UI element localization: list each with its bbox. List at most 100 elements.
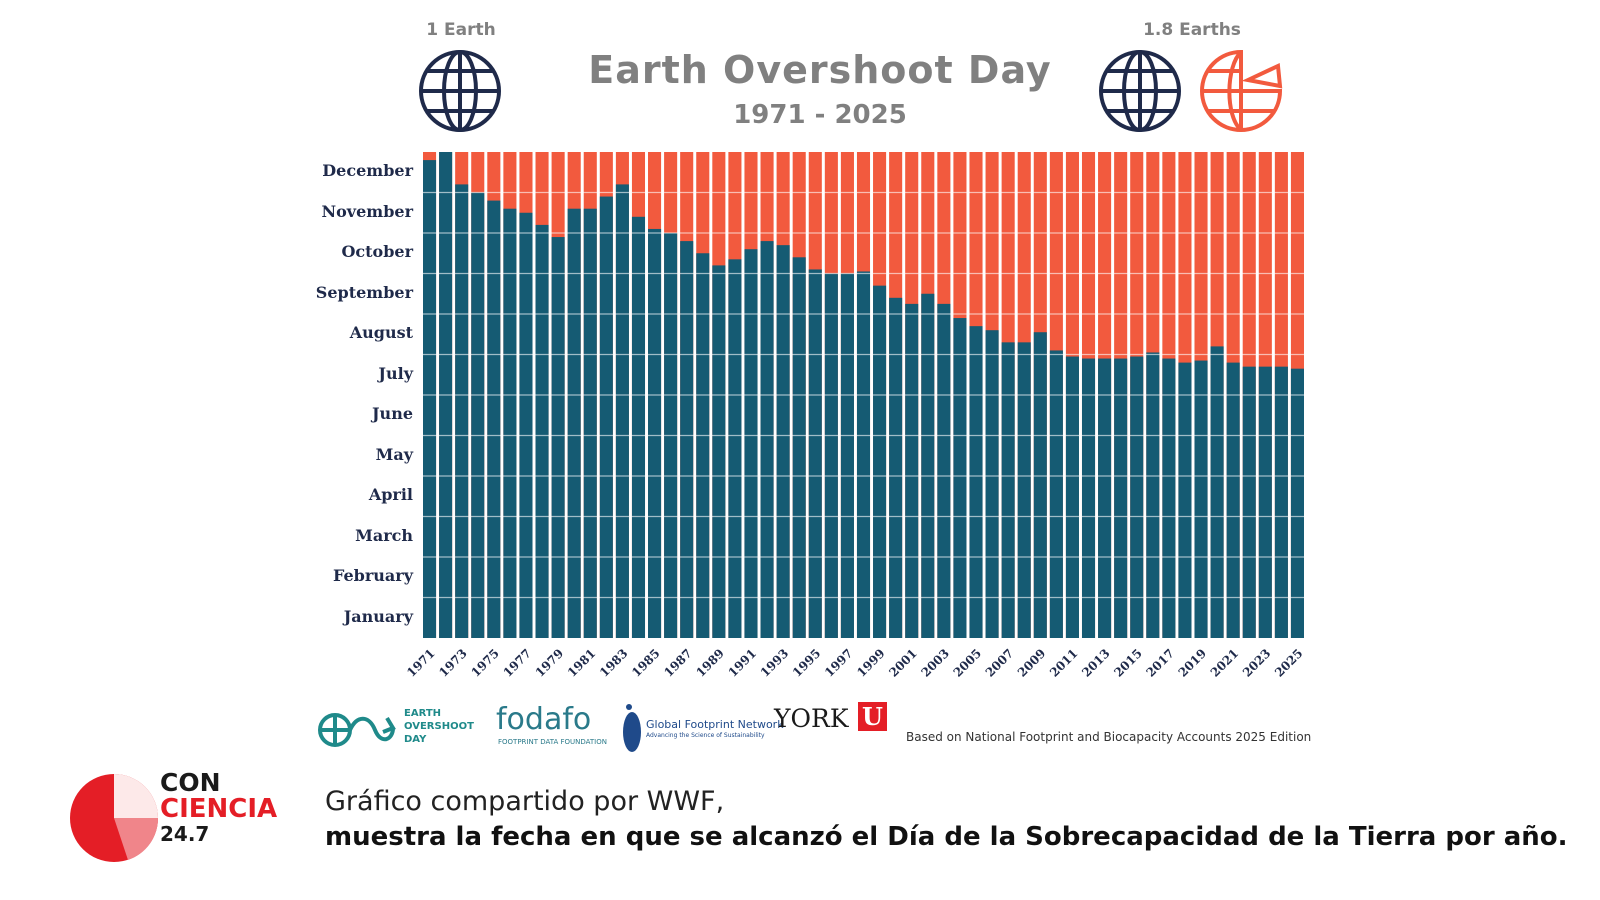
x-tick-label: 1975 [468,646,502,680]
bar-1971 [423,160,437,638]
bar-2005 [969,326,983,638]
bar-2020 [1210,346,1224,638]
eod-logo-line3: DAY [404,734,427,745]
bar-2000 [889,297,903,638]
x-tick-label: 2003 [918,646,952,680]
y-tick-label: October [341,242,413,262]
bar-1979 [551,237,565,639]
bar-1998 [856,271,871,638]
bar-2010 [1049,350,1063,638]
bar-2002 [921,293,935,638]
x-tick-label: 1999 [854,646,888,680]
bar-1987 [680,241,694,638]
x-tick-label: 1987 [661,646,695,680]
bar-1993 [776,245,790,638]
x-tick-label: 2011 [1047,646,1081,680]
y-tick-label: August [349,323,413,343]
x-tick-label: 1995 [790,646,824,680]
bar-2009 [1033,332,1047,638]
bar-1974 [471,192,485,638]
bar-1997 [840,273,854,638]
x-tick-label: 1979 [533,646,567,680]
bar-2006 [985,330,999,638]
bar-1980 [567,208,581,638]
x-tick-label: 1993 [758,646,792,680]
bar-1982 [599,196,613,639]
left-globe-label: 1 Earth [426,20,496,40]
bar-1988 [696,253,710,638]
x-tick-label: 2001 [886,646,920,680]
bar-1975 [487,200,501,638]
gfn-logo-subtitle: Advancing the Science of Sustainability [646,732,765,739]
bar-1995 [808,269,822,638]
y-tick-label: March [355,525,413,545]
bar-1991 [744,249,758,638]
bar-2001 [905,303,919,638]
bar-2003 [937,303,951,638]
x-tick-label: 2007 [983,646,1017,680]
y-tick-label: January [343,606,413,626]
overshoot-bar-chart: 1971197319751977197919811983198519871989… [404,152,1307,680]
y-tick-label: February [332,566,413,586]
bar-2022 [1242,366,1256,638]
bar-2017 [1162,358,1176,638]
caption-line2: muestra la fecha en que se alcanzó el Dí… [325,822,1568,852]
bar-1989 [712,265,726,638]
y-tick-label: December [322,161,413,181]
bar-2024 [1274,366,1288,638]
y-tick-label: April [368,485,413,505]
x-tick-label: 2013 [1079,646,1113,680]
x-tick-label: 2005 [951,646,985,680]
bar-2014 [1114,358,1128,638]
x-tick-label: 1973 [436,646,470,680]
partner-logos: EARTH OVERSHOOT DAY fodafo FOOTPRINT DAT… [318,702,1320,768]
bar-1978 [535,224,549,638]
chart-title: Earth Overshoot Day [588,48,1052,92]
x-tick-label: 2025 [1272,646,1306,680]
brand-line2: CIENCIA [160,794,278,824]
right-globe-label: 1.8 Earths [1143,20,1241,40]
x-tick-label: 2019 [1176,646,1210,680]
x-tick-label: 1985 [629,646,663,680]
x-tick-label: 1977 [501,646,535,680]
bar-1983 [615,184,629,638]
caption-line1: Gráfico compartido por WWF, [325,786,725,817]
data-source-note: Based on National Footprint and Biocapac… [906,730,1312,744]
bar-2012 [1081,358,1096,638]
bar-1992 [760,241,774,638]
y-tick-label: November [321,201,414,221]
bar-2016 [1146,352,1160,638]
x-tick-label: 1989 [693,646,727,680]
york-logo: YORK [774,704,849,733]
x-tick-label: 2015 [1111,646,1145,680]
bar-1973 [455,184,469,638]
bar-1994 [792,257,806,638]
bar-1977 [519,212,533,638]
bar-2023 [1258,366,1272,638]
eod-logo-line2: OVERSHOOT [404,721,474,732]
x-tick-label: 2009 [1015,646,1049,680]
bar-1985 [648,228,662,638]
x-tick-label: 2021 [1208,646,1242,680]
y-tick-label: September [315,282,413,302]
globe-icon [1099,50,1181,132]
x-tick-label: 2023 [1240,646,1274,680]
bar-1981 [583,208,597,638]
partial-globe-icon [1200,49,1283,132]
bar-2007 [1001,342,1015,638]
fodafo-logo-subtitle: FOOTPRINT DATA FOUNDATION [498,738,607,746]
conciencia-logo: CON CIENCIA 24.7 [66,766,296,866]
y-tick-label: May [375,444,413,464]
bar-1999 [873,285,887,638]
bar-1990 [728,259,742,638]
brand-line3: 24.7 [160,822,210,846]
eod-logo-line1: EARTH [404,708,442,719]
x-tick-label: 1991 [726,646,760,680]
bar-2021 [1226,362,1240,638]
bar-2004 [953,318,967,638]
brand-line1: CON [160,768,221,797]
bar-2018 [1178,362,1192,638]
y-tick-label: July [378,363,413,383]
x-tick-label: 1997 [822,646,856,680]
bar-1984 [631,216,646,639]
